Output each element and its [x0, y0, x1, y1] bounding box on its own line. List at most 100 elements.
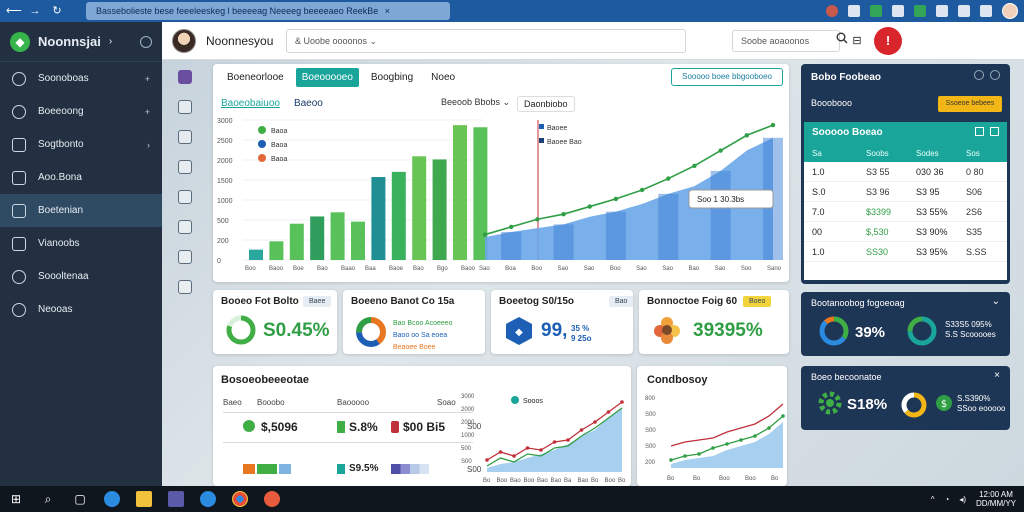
store-icon[interactable] — [168, 491, 184, 507]
extension-icon[interactable] — [958, 5, 970, 17]
brand-chevron-icon[interactable]: › — [108, 36, 113, 47]
export-icon[interactable] — [178, 280, 192, 294]
metric-detail: S33S5 095% S.S Scooooes — [945, 320, 996, 339]
panel-button[interactable]: Ssoeoe bebees — [938, 96, 1002, 112]
sidebar-toggle-icon[interactable] — [140, 35, 152, 48]
profile-avatar[interactable] — [1002, 3, 1018, 19]
line-series — [670, 403, 784, 447]
edge-icon[interactable] — [104, 491, 120, 507]
line-series — [484, 124, 774, 236]
legend-label: Baoee Bao — [547, 139, 582, 146]
chevron-down-icon[interactable]: ⌄ — [991, 296, 1000, 307]
table-cell: S.0 — [812, 186, 826, 197]
tab[interactable]: Noeo — [431, 72, 456, 83]
y-tick-label: 2500 — [217, 138, 233, 145]
table-row[interactable]: S.0 S3 96 S3 95 S06 — [804, 182, 1007, 202]
date-select[interactable]: Daonbiobo — [517, 96, 575, 112]
table-row[interactable]: 00 $,530 S3 90% S35 — [804, 222, 1007, 242]
table-row[interactable]: 7.0 $3399 S3 55% 2S6 — [804, 202, 1007, 222]
sidebar-item[interactable]: Boeeoong + — [0, 95, 162, 128]
grid-icon[interactable]: ⊟ — [852, 34, 862, 47]
kpi-tag[interactable]: Bao — [609, 296, 634, 307]
user-avatar[interactable] — [172, 28, 196, 53]
close-icon[interactable]: × — [994, 370, 1000, 381]
table-row[interactable]: 1.0 S3 55 030 36 0 80 — [804, 162, 1007, 182]
sidebar-item[interactable]: Soonoboas + — [0, 62, 162, 95]
kpi-tag[interactable]: Boeo — [743, 296, 772, 307]
browser-icon[interactable] — [200, 491, 216, 507]
tag-icon[interactable] — [178, 100, 192, 114]
browser-tab[interactable]: Bassebolieste bese feeeleeskeg l beeeeag… — [86, 2, 450, 20]
extension-icon[interactable] — [848, 5, 860, 17]
close-tab-icon[interactable]: × — [384, 6, 390, 16]
alert-button[interactable]: ! — [874, 26, 902, 55]
table-header: Sooooo Boeao — [804, 122, 1007, 144]
more-icon[interactable] — [990, 70, 1000, 80]
extension-icon[interactable] — [936, 5, 948, 17]
volume-icon[interactable]: ◂) — [959, 494, 966, 504]
legend-item: Baoo oo Sa eoea — [393, 332, 448, 339]
reload-icon[interactable]: ↻ — [52, 5, 62, 17]
expand-icon[interactable] — [975, 127, 984, 136]
x-tick-label: Boa — [505, 266, 516, 272]
line-point — [770, 122, 776, 128]
sidebar-item-label: Soonoboas — [38, 73, 89, 84]
donut-chart-icon — [356, 317, 386, 347]
folder-icon[interactable] — [136, 491, 152, 507]
table-cell: 0 80 — [966, 166, 984, 177]
line-point — [620, 400, 624, 404]
windows-start-icon[interactable]: ⊞ — [10, 492, 22, 506]
sidebar-item-active[interactable]: Boetenian — [0, 194, 162, 227]
card-icon[interactable] — [178, 130, 192, 144]
browser-toolbar: ⟵ → ↻ Bassebolieste bese feeeleeskeg l b… — [0, 0, 1024, 22]
chart-sub-link[interactable]: Baoeobaiuoo — [221, 98, 280, 109]
tab[interactable]: Boeneorlooe — [227, 72, 284, 83]
workspace-select[interactable]: & Uoobe oooonos ⌄ — [286, 28, 686, 53]
main-action-button[interactable]: Sooooo boee bbgooboeo — [671, 68, 783, 86]
wifi-icon[interactable]: ◔ — [944, 494, 950, 504]
layers-icon[interactable] — [178, 70, 192, 84]
extension-icon[interactable] — [914, 5, 926, 17]
task-view-icon[interactable]: ▢ — [74, 492, 86, 506]
tab[interactable]: Boogbing — [370, 72, 414, 83]
x-tick-label: Bo — [483, 478, 491, 484]
app-icon[interactable] — [264, 491, 280, 507]
calendar-icon[interactable] — [178, 190, 192, 204]
search-input[interactable]: Soobe aoaoonos — [732, 29, 840, 52]
extension-icon[interactable] — [980, 5, 992, 17]
bar-mini-icon — [279, 464, 291, 474]
y-tick-label: 2000 — [217, 158, 233, 165]
edit-icon[interactable] — [178, 250, 192, 264]
forecast-chart: 800 S00 S00 S00 200 Bo Bo Boo Boo Bo — [645, 396, 785, 482]
table-cell: 00 — [812, 226, 823, 237]
forward-icon[interactable]: → — [29, 5, 41, 17]
hex-icon: ◆ — [506, 317, 532, 345]
sidebar-item[interactable]: Soooltenaa — [0, 260, 162, 293]
filter-icon[interactable] — [990, 127, 999, 136]
sidebar-item[interactable]: Sogtbonto › — [0, 128, 162, 161]
chrome-icon[interactable] — [232, 491, 248, 507]
back-icon[interactable]: ⟵ — [6, 5, 22, 17]
y-tick-label: 500 — [461, 446, 472, 452]
panel-subtitle: Booobooo — [811, 98, 853, 108]
sidebar-item[interactable]: Vianoobs — [0, 227, 162, 260]
time-icon[interactable] — [178, 220, 192, 234]
kpi-tag[interactable]: Baee — [303, 296, 332, 307]
clock[interactable]: 12:00 AM DD/MM/YY — [976, 490, 1016, 508]
chevron-up-icon[interactable]: ^ — [930, 494, 935, 504]
extension-icon[interactable] — [892, 5, 904, 17]
sidebar-item[interactable]: Aoo.Bona — [0, 161, 162, 194]
settings-icon[interactable] — [974, 70, 984, 80]
series-select[interactable]: Beeoob Bbobs ⌄ — [441, 97, 511, 107]
extension-icon[interactable] — [826, 5, 838, 17]
line-point — [683, 454, 687, 458]
extension-icon[interactable] — [870, 5, 882, 17]
area-column — [710, 170, 731, 260]
table-row[interactable]: 1.0 SS30 S3 95% S.SS — [804, 242, 1007, 262]
y-tick-label: 2000 — [461, 407, 475, 413]
image-icon[interactable] — [178, 160, 192, 174]
sidebar-item[interactable]: Neooas — [0, 293, 162, 326]
tab-active[interactable]: Boeooooeo — [295, 68, 359, 87]
search-icon[interactable]: ⌕ — [44, 492, 52, 506]
search-icon[interactable] — [836, 32, 848, 44]
